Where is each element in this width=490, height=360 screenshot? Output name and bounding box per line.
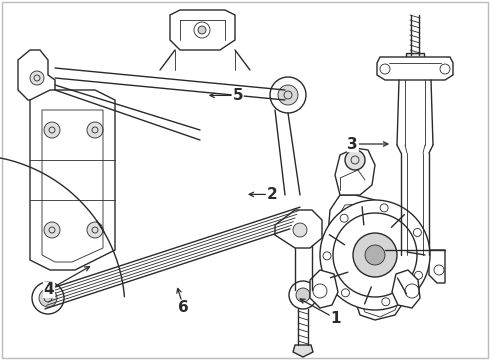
Circle shape	[278, 85, 298, 105]
Circle shape	[293, 223, 307, 237]
Circle shape	[39, 289, 57, 307]
Circle shape	[270, 77, 306, 113]
Polygon shape	[406, 53, 424, 63]
Circle shape	[345, 150, 365, 170]
Polygon shape	[385, 250, 401, 283]
Polygon shape	[328, 195, 410, 320]
Text: 4: 4	[44, 282, 54, 297]
Circle shape	[32, 282, 64, 314]
Polygon shape	[18, 50, 55, 100]
Polygon shape	[170, 10, 235, 50]
Polygon shape	[392, 270, 420, 308]
Polygon shape	[30, 90, 115, 270]
Circle shape	[296, 288, 310, 302]
Circle shape	[320, 200, 430, 310]
Circle shape	[289, 281, 317, 309]
Circle shape	[30, 71, 44, 85]
Circle shape	[333, 213, 417, 297]
Polygon shape	[377, 57, 453, 80]
Polygon shape	[429, 250, 445, 283]
Text: 1: 1	[330, 311, 341, 326]
Circle shape	[198, 26, 206, 34]
Polygon shape	[335, 148, 375, 195]
Circle shape	[365, 245, 385, 265]
Circle shape	[44, 222, 60, 238]
Circle shape	[87, 222, 103, 238]
Circle shape	[87, 122, 103, 138]
Polygon shape	[310, 270, 338, 308]
Text: 2: 2	[267, 187, 277, 202]
Polygon shape	[275, 210, 322, 248]
Circle shape	[44, 122, 60, 138]
Polygon shape	[293, 345, 313, 357]
Text: 6: 6	[178, 300, 189, 315]
Circle shape	[353, 233, 397, 277]
Text: 5: 5	[232, 88, 243, 103]
Text: 3: 3	[347, 136, 358, 152]
